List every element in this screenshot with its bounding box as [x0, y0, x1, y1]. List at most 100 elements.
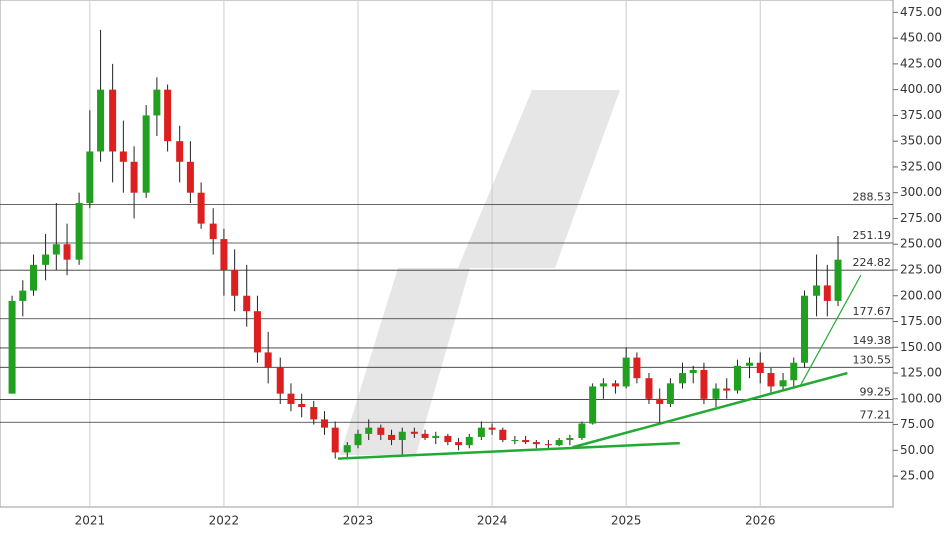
candle-body — [522, 440, 530, 443]
trendline — [337, 441, 680, 460]
candle-body — [599, 383, 607, 387]
candle-body — [331, 427, 339, 453]
candle-body — [130, 161, 138, 193]
x-tick-label: 2026 — [745, 514, 776, 528]
candle-body — [689, 369, 697, 374]
candle-body — [633, 357, 641, 379]
candle-body — [298, 403, 306, 408]
candle-body — [656, 398, 664, 404]
candle-body — [365, 427, 373, 434]
candle-body — [801, 295, 809, 363]
candle-body — [310, 407, 318, 420]
candle-body — [354, 433, 362, 446]
y-tick-label: 175.00 — [900, 314, 942, 328]
candle-body — [622, 357, 630, 387]
y-tick-label: 300.00 — [900, 185, 942, 199]
candle-body — [243, 295, 251, 312]
candle-body — [555, 440, 563, 446]
candle-body — [712, 388, 720, 399]
y-tick-label: 425.00 — [900, 56, 942, 70]
y-tick-label: 400.00 — [900, 82, 942, 96]
y-tick-label: 50.00 — [900, 443, 934, 457]
candle-body — [700, 369, 708, 399]
y-tick-label: 250.00 — [900, 237, 942, 251]
candle-body — [176, 141, 184, 162]
level-label: 288.53 — [853, 191, 892, 204]
y-tick-label: 125.00 — [900, 366, 942, 380]
candle-body — [678, 373, 686, 384]
candle-body — [19, 290, 27, 301]
candle-body — [645, 378, 653, 399]
candle-body — [790, 362, 798, 381]
candle-body — [723, 388, 731, 391]
trendline — [799, 274, 862, 386]
candle-body — [813, 285, 821, 296]
candle-body — [377, 427, 385, 435]
candle-body — [421, 433, 429, 438]
candle-body — [119, 151, 127, 162]
candle-body — [566, 437, 574, 441]
trendline — [572, 371, 848, 449]
y-tick-label: 150.00 — [900, 340, 942, 354]
candle-body — [264, 352, 272, 368]
candle-body — [8, 300, 16, 394]
candle-body — [767, 373, 775, 387]
candle-body — [209, 223, 217, 240]
candle-body — [488, 427, 496, 430]
x-tick-label: 2022 — [209, 514, 240, 528]
candle-body — [398, 431, 406, 441]
y-tick-label: 100.00 — [900, 391, 942, 405]
level-label: 149.38 — [853, 334, 892, 347]
candle-body — [733, 365, 741, 391]
candle-body — [343, 445, 351, 453]
x-tick-label: 2025 — [611, 514, 642, 528]
candle-body — [666, 383, 674, 404]
candle-body — [388, 434, 396, 441]
y-tick-label: 350.00 — [900, 134, 942, 148]
candle-body — [30, 264, 38, 291]
candle-body — [42, 254, 50, 265]
y-tick-label: 225.00 — [900, 262, 942, 276]
candle-body — [197, 192, 205, 224]
candle-body — [52, 244, 60, 255]
watermark — [340, 90, 620, 455]
level-label: 77.21 — [860, 408, 892, 421]
candle-body — [834, 259, 842, 301]
y-tick-label: 325.00 — [900, 159, 942, 173]
candle-body — [823, 285, 831, 301]
x-tick-label: 2024 — [477, 514, 508, 528]
plot-frame — [0, 0, 894, 508]
candle-body — [532, 442, 540, 445]
y-tick-label: 375.00 — [900, 108, 942, 122]
candle-body — [611, 383, 619, 387]
candle-body — [444, 435, 452, 443]
candle-body — [511, 440, 519, 442]
candle-body — [276, 367, 284, 394]
level-label: 130.55 — [853, 353, 892, 366]
candle-body — [746, 362, 754, 366]
candle-body — [455, 442, 463, 446]
candle-body — [109, 89, 117, 152]
candle-body — [63, 244, 71, 260]
candle-body — [779, 380, 787, 387]
candle-body — [320, 419, 328, 428]
level-label: 99.25 — [860, 386, 892, 399]
candle-body — [432, 435, 440, 438]
candle-body — [578, 423, 586, 438]
candle-body — [164, 89, 172, 142]
y-tick-label: 475.00 — [900, 5, 942, 19]
level-label: 224.82 — [853, 256, 892, 269]
candle-body — [499, 429, 507, 441]
candle-body — [287, 393, 295, 404]
candle-body — [97, 89, 105, 152]
y-tick-label: 200.00 — [900, 288, 942, 302]
candle-body — [465, 436, 473, 446]
candle-body — [756, 362, 764, 374]
candle-body — [253, 311, 261, 353]
candle-body — [186, 161, 194, 193]
level-label: 251.19 — [853, 229, 892, 242]
candle-body — [231, 269, 239, 296]
candle-body — [75, 203, 83, 260]
